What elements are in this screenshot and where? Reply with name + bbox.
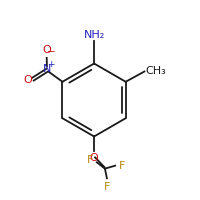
Text: N: N xyxy=(43,64,51,74)
Text: −: − xyxy=(47,47,55,57)
Text: F: F xyxy=(87,155,93,165)
Text: CH₃: CH₃ xyxy=(145,66,166,76)
Text: +: + xyxy=(47,60,54,69)
Text: O: O xyxy=(24,75,33,85)
Text: F: F xyxy=(119,161,125,171)
Text: NH₂: NH₂ xyxy=(83,30,105,40)
Text: F: F xyxy=(104,182,110,192)
Text: O: O xyxy=(42,45,51,55)
Text: O: O xyxy=(90,153,98,163)
